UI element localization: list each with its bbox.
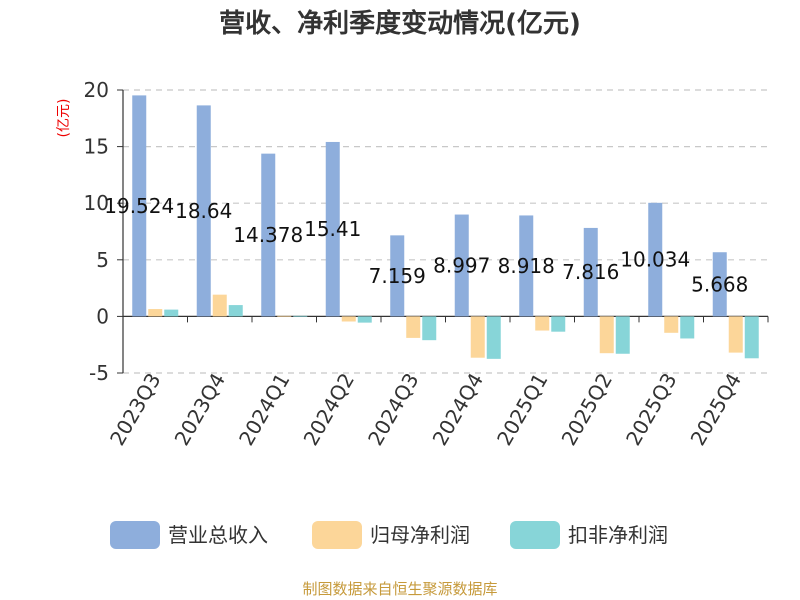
x-tick-label: 2024Q1	[234, 369, 294, 450]
legend-item-series1[interactable]: 归母净利润	[312, 521, 470, 549]
bar-series2-2023q3[interactable]	[164, 309, 179, 317]
x-tick-label: 2023Q4	[170, 369, 230, 450]
source-note: 制图数据来自恒生聚源数据库	[302, 580, 497, 598]
legend-item-series0[interactable]: 营业总收入	[110, 521, 268, 549]
bar-series0-2025q2[interactable]	[583, 227, 598, 317]
bar-series1-2023q3[interactable]	[148, 309, 163, 317]
bar-series1-2025q3[interactable]	[664, 316, 679, 333]
gridlines	[123, 89, 768, 374]
legend-swatch	[510, 521, 560, 549]
bar-series2-2024q2[interactable]	[357, 316, 372, 323]
bar-series0-2024q3[interactable]	[390, 235, 405, 317]
legend-label: 归母净利润	[370, 523, 470, 547]
bar-series2-2025q2[interactable]	[615, 316, 630, 354]
y-tick-label: 5	[96, 248, 109, 272]
data-label-2025q2: 7.816	[562, 260, 619, 284]
bar-series1-2025q1[interactable]	[535, 316, 550, 331]
x-tick-label: 2025Q2	[557, 369, 617, 450]
y-tick-label: 20	[84, 78, 109, 102]
bar-series0-2023q4[interactable]	[196, 105, 211, 317]
legend-item-series2[interactable]: 扣非净利润	[510, 521, 668, 549]
x-tick-label: 2025Q1	[492, 369, 552, 450]
data-label-2023q3: 19.524	[104, 194, 174, 218]
bar-series0-2023q3[interactable]	[132, 95, 147, 317]
legend-swatch	[110, 521, 160, 549]
legend-label: 扣非净利润	[568, 523, 668, 547]
bars	[132, 95, 759, 359]
bar-series1-2024q2[interactable]	[341, 316, 356, 322]
data-label-2023q4: 18.64	[175, 199, 232, 223]
bar-series0-2024q4[interactable]	[454, 214, 469, 317]
y-tick-label: 0	[96, 304, 109, 328]
bar-series0-2025q1[interactable]	[519, 215, 534, 317]
bar-series1-2023q4[interactable]	[212, 294, 227, 317]
bar-series1-2025q2[interactable]	[599, 316, 614, 354]
data-label-2024q4: 8.997	[433, 253, 490, 277]
bar-series1-2024q3[interactable]	[406, 316, 421, 338]
bar-series2-2023q4[interactable]	[228, 305, 243, 317]
bar-series1-2024q1[interactable]	[277, 315, 292, 317]
legend[interactable]: 营业总收入 归母净利润 扣非净利润	[110, 521, 668, 549]
bar-series1-2024q4[interactable]	[470, 316, 485, 358]
bar-series0-2024q1[interactable]	[261, 153, 276, 317]
x-tick-label: 2025Q4	[686, 369, 746, 450]
bar-series0-2024q2[interactable]	[325, 141, 340, 317]
bar-series2-2025q3[interactable]	[680, 316, 695, 339]
data-label-2025q1: 8.918	[498, 254, 555, 278]
y-tick-label: 10	[84, 191, 109, 215]
data-label-2025q4: 5.668	[691, 272, 748, 296]
data-label-2025q3: 10.034	[620, 248, 690, 272]
bar-series2-2024q1[interactable]	[293, 315, 308, 317]
y-tick-label: 15	[84, 135, 109, 159]
x-tick-label: 2024Q3	[363, 369, 423, 450]
data-label-2024q1: 14.378	[233, 223, 303, 247]
bar-series2-2024q4[interactable]	[486, 316, 501, 359]
bar-series0-2025q4[interactable]	[712, 252, 727, 317]
bar-series0-2025q3[interactable]	[648, 202, 663, 317]
x-tick-label: 2023Q3	[105, 369, 165, 450]
bar-series2-2024q3[interactable]	[422, 316, 437, 341]
data-label-2024q2: 15.41	[304, 217, 361, 241]
bar-series2-2025q4[interactable]	[744, 316, 759, 359]
x-tick-label: 2025Q3	[621, 369, 681, 450]
chart-title: 营收、净利季度变动情况(亿元)	[219, 8, 581, 39]
legend-label: 营业总收入	[168, 523, 268, 547]
legend-swatch	[312, 521, 362, 549]
y-tick-label: -5	[89, 361, 109, 385]
x-tick-label: 2024Q2	[299, 369, 359, 450]
y-axis-unit-label: (亿元)	[56, 99, 72, 138]
bar-series2-2025q1[interactable]	[551, 316, 566, 332]
x-tick-label: 2024Q4	[428, 369, 488, 450]
bar-series1-2025q4[interactable]	[728, 316, 743, 353]
data-label-2024q3: 7.159	[369, 264, 426, 288]
